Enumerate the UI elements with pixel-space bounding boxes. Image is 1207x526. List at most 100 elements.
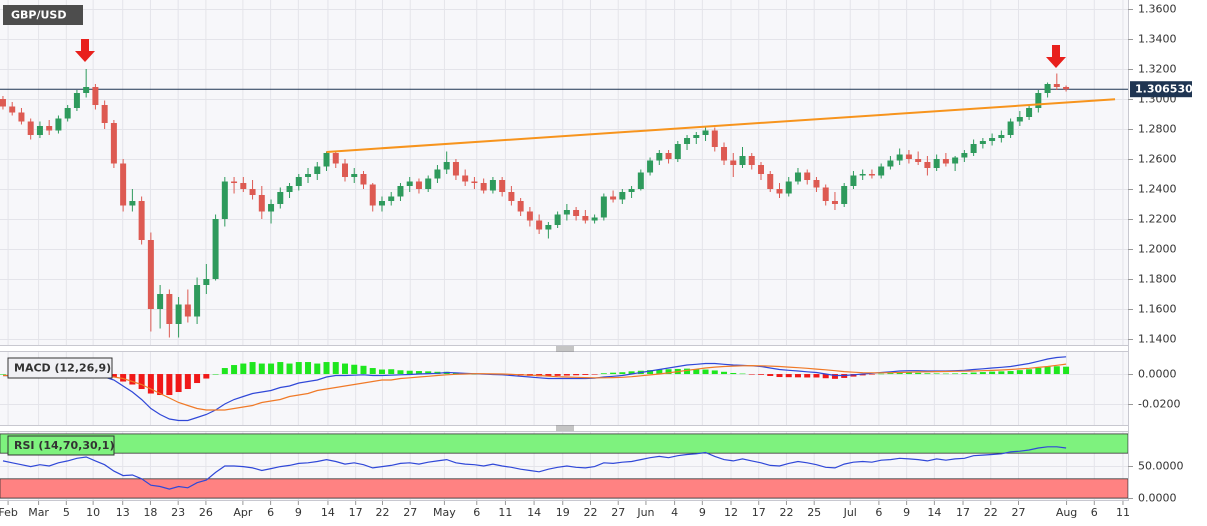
candle-body [1016,117,1023,122]
candle-body [656,153,663,161]
histogram-bar [684,368,691,375]
candle-body [83,87,90,93]
y-tick-label: 1.3600 [1138,3,1177,16]
candle-body [166,294,173,324]
histogram-bar [739,373,746,375]
candle-body [443,162,450,170]
y-tick-label: 1.2000 [1138,243,1177,256]
histogram-bar [970,372,977,375]
candle-body [591,217,598,221]
x-tick-label: 17 [349,506,363,519]
candle-body [933,159,940,168]
histogram-bar [896,372,903,375]
candle-body [942,159,949,164]
candle-body [323,153,330,167]
candle-body [739,156,746,165]
histogram-bar [804,374,811,378]
x-tick-label: 22 [583,506,597,519]
x-tick-label: 9 [699,506,706,519]
candle-body [157,294,164,309]
candle-body [342,163,349,177]
candle-body [147,240,154,309]
candle-body [305,174,312,177]
histogram-bar [942,373,949,375]
x-tick-label: 22 [375,506,389,519]
x-tick-label: Apr [233,506,253,519]
histogram-bar [240,363,247,375]
x-tick-label: 18 [143,506,157,519]
x-tick-label: 12 [724,506,738,519]
x-tick-label: 11 [498,506,512,519]
histogram-bar [1063,366,1070,375]
histogram-bar [887,373,894,375]
candle-body [748,156,755,165]
indicator-line [3,363,1067,411]
histogram-bar [277,362,284,375]
candle-body [120,163,127,206]
candle-body [637,172,644,189]
histogram-bar [915,372,922,375]
y-tick-label: 1.2400 [1138,183,1177,196]
panel-handle[interactable] [556,425,574,431]
histogram-bar [582,374,589,375]
candle-body [314,166,321,174]
y-tick-label: 50.0000 [1138,460,1184,473]
candle-body [610,196,617,200]
candle-body [268,204,275,212]
x-tick-label: 5 [63,506,70,519]
histogram-bar [933,373,940,375]
candle-body [665,153,672,159]
candle-body [175,304,182,324]
histogram-bar [314,363,321,375]
x-tick-label: 14 [527,506,541,519]
histogram-bar [1007,371,1014,375]
histogram-bar [0,374,6,375]
candle-body [221,181,228,219]
candle-body [212,219,219,279]
histogram-bar [591,374,598,375]
histogram-bar [425,371,432,375]
title-box [3,5,83,25]
histogram-bar [1044,366,1051,375]
candle-body [989,138,996,141]
candle-body [841,186,848,204]
candle-body [46,126,53,131]
histogram-bar [305,362,312,375]
arrow-marker [75,39,95,62]
histogram-bar [415,371,422,375]
histogram-bar [157,374,164,396]
x-tick-label: 6 [473,506,480,519]
histogram-bar [388,369,395,375]
y-tick-label: 1.2800 [1138,123,1177,136]
candle-body [286,186,293,192]
candle-body [850,175,857,186]
candle-body [231,181,238,183]
histogram-bar [952,373,959,375]
candle-body [92,87,99,105]
histogram-bar [1035,367,1042,375]
histogram-bar [961,373,968,375]
histogram-bar [813,374,820,378]
candle-body [785,181,792,194]
histogram-bar [138,374,145,390]
y-tick-label: 1.2600 [1138,153,1177,166]
histogram-bar [794,374,801,378]
candle-body [295,177,302,186]
histogram-bar [573,374,580,376]
candle-body [831,201,838,204]
candle-body [776,189,783,194]
histogram-bar [730,372,737,375]
panel-handle[interactable] [556,346,574,352]
indicator-label-box [7,357,113,379]
candle-body [249,189,256,195]
candle-body [203,279,210,285]
histogram-bar [342,363,349,375]
histogram-bar [665,369,672,375]
x-tick-label: 26 [199,506,213,519]
candle-body [647,160,654,173]
candle-body [554,214,561,225]
y-tick-label: -0.0200 [1138,398,1180,411]
candle-body [184,304,191,317]
histogram-bar [175,374,182,393]
histogram-bar [268,363,275,375]
